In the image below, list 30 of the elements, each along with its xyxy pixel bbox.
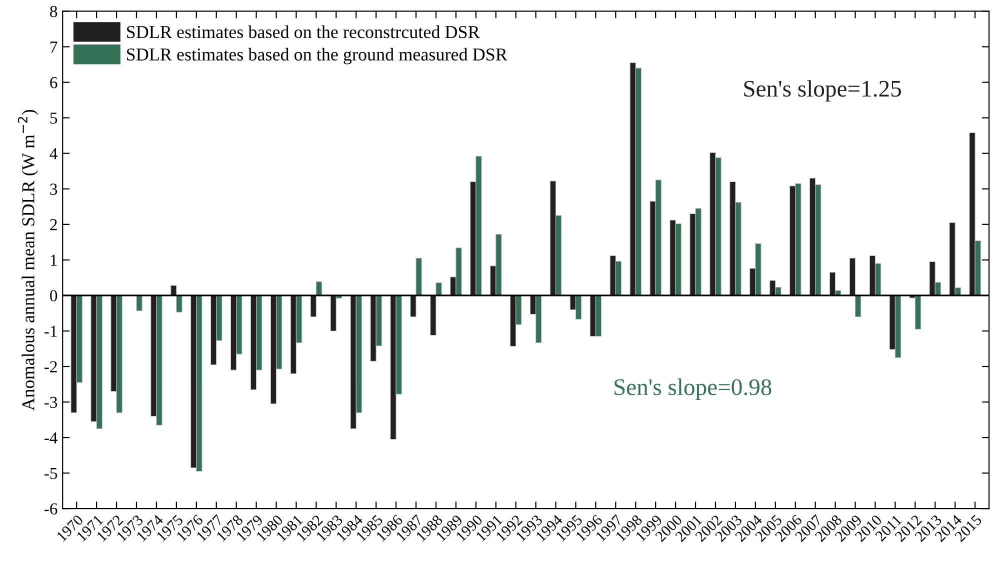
- bar: [176, 295, 182, 312]
- y-tick-label: 3: [50, 184, 58, 195]
- y-tick-label: -5: [44, 468, 58, 480]
- y-tick-label: 2: [50, 219, 57, 230]
- bar: [430, 295, 436, 336]
- y-tick-label: 7: [50, 42, 58, 53]
- annotation: Sen's slope=0.98: [614, 378, 772, 400]
- legend-label: SDLR estimates based on the ground measured DSR: [127, 48, 508, 64]
- bar: [436, 282, 442, 296]
- legend-label: SDLR estimates based on the reconstrcuted DSR: [127, 25, 480, 38]
- y-tick-label: 1: [50, 254, 57, 266]
- bar: [849, 258, 856, 296]
- bar: [854, 295, 862, 318]
- bar: [410, 295, 416, 318]
- bar: [136, 295, 142, 312]
- y-tick-label: -6: [44, 503, 58, 515]
- bar: [170, 285, 177, 296]
- bar: [310, 295, 316, 318]
- y-tick-label: 8: [50, 6, 58, 18]
- bar: [416, 258, 422, 296]
- y-tick-label: -4: [44, 432, 58, 444]
- y-tick-label: 4: [50, 148, 58, 160]
- y-axis-title: Anomalous annual mean SDLR (W m$^{−2}$): [18, 110, 38, 411]
- y-tick-label: -2: [44, 361, 57, 372]
- y-tick-label: 5: [50, 112, 58, 124]
- annotation: Sen's slope=1.25: [744, 80, 901, 102]
- y-tick-label: 6: [50, 77, 58, 88]
- y-tick-label: -3: [44, 396, 58, 408]
- y-tick-label: 0: [50, 290, 58, 302]
- y-tick-label: -1: [44, 326, 57, 337]
